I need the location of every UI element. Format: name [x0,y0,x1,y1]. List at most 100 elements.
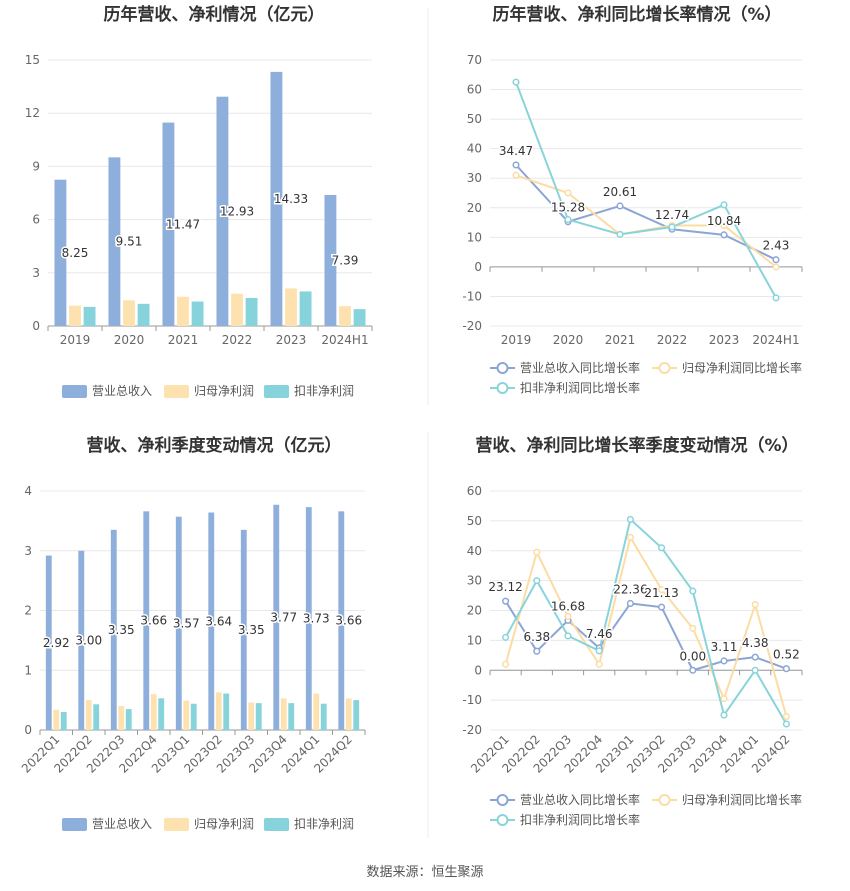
series-point-2 [720,695,728,703]
series-point-1 [502,597,510,605]
bar-3 [288,703,295,730]
series-point-1 [720,657,728,665]
bar-value-label: 3.57 [173,616,200,630]
legend-item[interactable]: 营业总收入 [62,817,152,831]
bar-1 [78,550,85,730]
series-point-3 [772,294,780,302]
point-value-label: 7.46 [586,627,613,641]
bar-value-label: 3.00 [75,633,102,647]
point-value-label: 0.52 [773,648,800,662]
series-point-1 [512,161,520,169]
legend-item[interactable]: 扣非净利润 [264,384,354,398]
bar-3 [190,703,197,730]
point-value-label: 10.84 [707,214,741,228]
legend-item[interactable]: 营业总收入同比增长率 [490,360,640,375]
bar-3 [223,693,230,730]
x-tick-label: 2019 [60,333,91,347]
bar-2 [285,288,297,326]
y-tick-label: 30 [467,574,482,588]
bar-1 [324,194,337,326]
series-line-1 [515,164,777,261]
legend-item[interactable]: 归母净利润 [164,817,254,831]
legend-item[interactable]: 扣非净利润同比增长率 [490,380,640,395]
legend-item[interactable]: 营业总收入 [62,384,152,398]
x-tick-label: 2020 [114,333,145,347]
y-tick-label: 20 [467,604,482,618]
series-point-2 [689,624,697,632]
y-tick-label: 3 [32,266,40,280]
bar-1 [45,555,52,730]
bar-value-label: 3.64 [205,614,232,628]
bar-2 [339,306,351,326]
y-tick-label: -20 [462,319,482,333]
series-point-3 [564,632,572,640]
bar-3 [125,709,132,730]
bar-3 [191,301,204,326]
bar-value-label: 3.35 [238,623,265,637]
chart-panel-3: 营收、净利季度变动情况（亿元）012342022Q12022Q22022Q320… [19,435,366,831]
y-tick-label: 9 [32,159,40,173]
x-tick-label: 2024H1 [752,333,799,347]
y-tick-label: 0 [474,663,482,677]
bar-3 [60,712,67,730]
bar-1 [54,179,67,326]
series-point-3 [533,577,541,585]
legend-swatch [62,818,87,831]
legend-item[interactable]: 扣非净利润 [264,817,354,831]
y-tick-label: 0 [32,319,40,333]
series-point-1 [751,653,759,661]
chart-title: 营收、净利同比增长率季度变动情况（%） [475,435,798,456]
series-point-1 [658,603,666,611]
x-tick-label: 2023 [709,333,740,347]
legend-swatch-marker [658,794,671,806]
bar-2 [183,700,190,730]
point-value-label: 6.38 [523,630,550,644]
series-point-3 [626,515,634,523]
bar-3 [93,704,100,730]
legend-label: 营业总收入 [92,384,152,398]
series-point-3 [595,647,603,655]
legend-item[interactable]: 扣非净利润同比增长率 [490,812,640,827]
series-point-1 [689,666,697,674]
point-value-label: 16.68 [551,599,585,613]
series-point-2 [782,713,790,721]
y-tick-label: 40 [467,142,482,156]
bar-2 [69,305,81,326]
bar-value-label: 3.66 [140,614,167,628]
bar-1 [270,71,283,326]
bar-2 [231,293,243,326]
series-point-2 [751,600,759,609]
legend-swatch-marker [496,362,509,374]
legend-label: 扣非净利润同比增长率 [520,812,640,827]
bar-value-label: 2.92 [43,636,70,650]
series-point-3 [720,201,728,209]
series-point-2 [626,533,634,541]
bar-value-label: 3.35 [108,623,135,637]
y-tick-label: -10 [462,289,482,303]
y-tick-label: 30 [467,171,482,185]
legend-swatch [62,385,87,398]
x-tick-label: 2022 [657,333,688,347]
x-tick-label: 2021 [605,333,636,347]
y-tick-label: 2 [24,604,32,618]
y-tick-label: 0 [24,723,32,737]
y-tick-label: 40 [467,544,482,558]
y-tick-label: 50 [467,112,482,126]
bar-3 [245,297,258,326]
legend-item[interactable]: 营业总收入同比增长率 [490,792,640,807]
series-point-3 [502,633,510,641]
legend-item[interactable]: 归母净利润同比增长率 [652,360,802,375]
y-tick-label: 4 [24,484,32,498]
y-tick-label: 3 [24,544,32,558]
chart-panel-4: 营收、净利同比增长率季度变动情况（%）-20-10010203040506020… [462,435,803,827]
legend-item[interactable]: 归母净利润同比增长率 [652,792,802,807]
bar-value-label: 8.25 [62,246,89,260]
data-source-note: 数据来源：恒生聚源 [366,865,483,880]
bar-1 [175,516,182,730]
legend-swatch [164,818,189,831]
bar-value-label: 12.93 [220,204,254,218]
chart-title: 历年营收、净利同比增长率情况（%） [492,4,781,25]
legend-item[interactable]: 归母净利润 [164,384,254,398]
bar-value-label: 9.51 [116,235,143,249]
series-point-3 [782,720,790,728]
